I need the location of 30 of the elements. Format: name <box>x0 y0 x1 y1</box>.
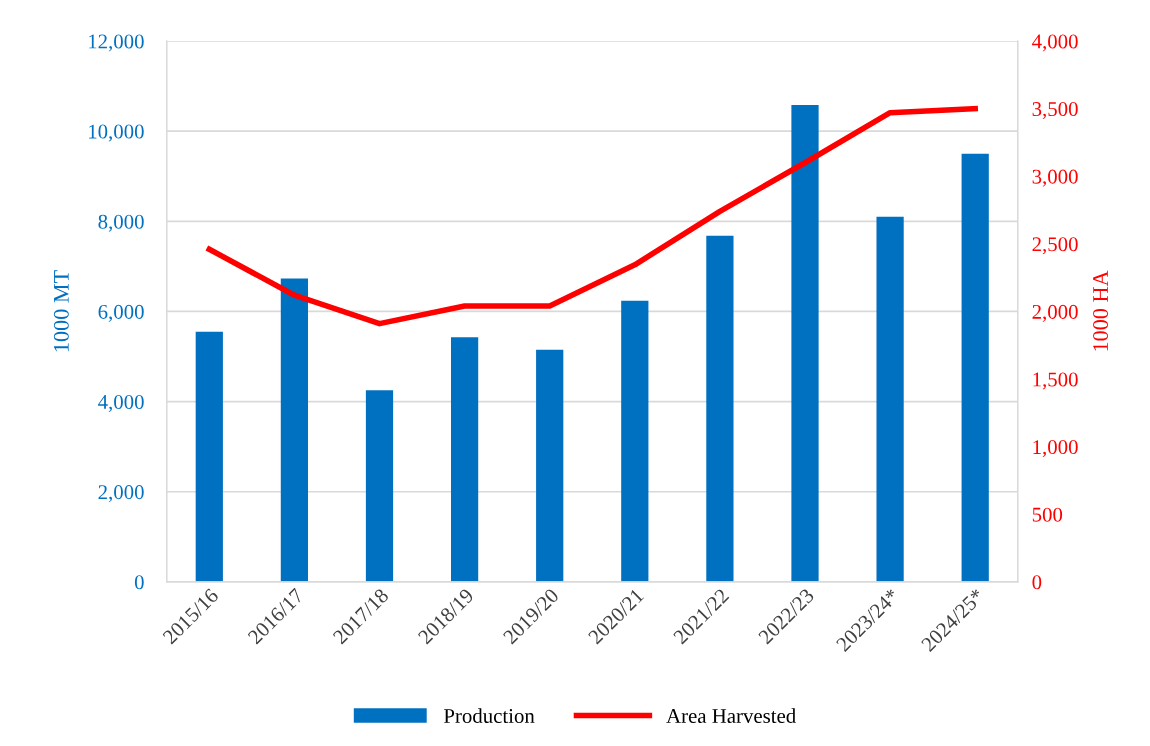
bar <box>621 300 649 582</box>
y-axis-title: 1000 MT <box>53 270 69 352</box>
bar <box>536 349 564 582</box>
y-tick-label: 10,000 <box>89 124 144 142</box>
bar <box>195 331 223 582</box>
legend-label: Production <box>443 708 535 724</box>
y-tick-label: 4,000 <box>98 394 144 413</box>
y-tick-label: 2,000 <box>98 485 144 503</box>
y-tick-label: 0 <box>134 575 144 590</box>
y2-tick-label: 1,000 <box>1033 440 1078 458</box>
y2-tick-label: 0 <box>1032 575 1042 590</box>
bar <box>280 278 309 582</box>
y2-tick-label: 3,500 <box>1032 102 1078 120</box>
y-tick-label: 12,000 <box>89 34 144 52</box>
y-tick-label: 8,000 <box>98 214 144 232</box>
bar <box>450 337 479 582</box>
y2-tick-label: 4,000 <box>1032 34 1078 52</box>
y2-axis-title: 1000 HA <box>1093 270 1109 351</box>
legend-label: Area Harvested <box>666 708 796 724</box>
bar <box>365 390 394 582</box>
bar <box>706 235 734 582</box>
y2-tick-label: 2,000 <box>1032 304 1078 322</box>
y-tick-label: 6,000 <box>98 304 144 322</box>
y2-tick-label: 2,500 <box>1032 237 1078 255</box>
bar <box>876 216 904 582</box>
y2-tick-label: 1,500 <box>1033 372 1078 390</box>
bar <box>791 105 819 582</box>
y2-tick-label: 3,000 <box>1032 169 1078 187</box>
bar <box>961 153 989 582</box>
y2-tick-label: 500 <box>1032 507 1063 522</box>
